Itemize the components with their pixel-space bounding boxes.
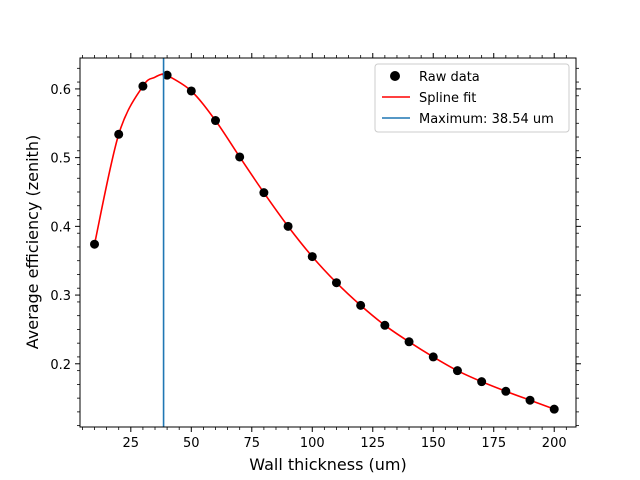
plot-frame — [79, 57, 577, 428]
raw-data-point — [138, 81, 148, 91]
spline-fit-line — [93, 72, 555, 410]
x-tick-label: 100 — [300, 436, 325, 451]
legend-label-raw-data: Raw data — [419, 70, 480, 85]
y-tick-label: 0.2 — [50, 358, 71, 373]
x-tick-label: 200 — [542, 436, 567, 451]
x-tick-label: 25 — [123, 436, 140, 451]
legend-box — [374, 63, 570, 133]
raw-data-point — [452, 366, 462, 376]
axis-ticks: 25 50 75 100 125 150 175 200 0.2 0.3 0.4 0.5 0.6 — [50, 53, 581, 451]
raw-data-point — [210, 116, 220, 126]
x-tick-label: 150 — [421, 436, 446, 451]
y-tick-label: 0.6 — [50, 83, 71, 98]
legend: Raw data Spline fit Maximum: 38.54 um — [374, 63, 570, 133]
legend-label-maximum: Maximum: 38.54 um — [419, 112, 554, 127]
raw-data-point — [380, 320, 390, 330]
raw-data-point — [501, 386, 511, 396]
chart-marks — [90, 58, 559, 427]
raw-data-point — [283, 221, 293, 231]
y-axis-label: Average efficiency (zenith) — [23, 135, 42, 349]
raw-data-point — [477, 377, 487, 387]
y-tick-label: 0.5 — [50, 152, 71, 167]
raw-data-point — [235, 152, 245, 162]
raw-data-point — [259, 188, 269, 198]
raw-data-point — [428, 352, 438, 362]
y-tick-label: 0.4 — [50, 220, 71, 235]
raw-data-point — [549, 404, 559, 414]
x-axis-label: Wall thickness (um) — [249, 455, 406, 474]
raw-data-point — [525, 395, 535, 405]
raw-data-point — [114, 129, 124, 139]
raw-data-point — [307, 252, 317, 262]
x-tick-label: 50 — [183, 436, 200, 451]
x-tick-label: 175 — [481, 436, 506, 451]
legend-label-spline-fit: Spline fit — [419, 91, 476, 106]
legend-marker-raw-data — [390, 71, 400, 81]
raw-data-point — [162, 70, 172, 80]
y-tick-label: 0.3 — [50, 289, 71, 304]
raw-data-point — [356, 300, 366, 310]
x-tick-label: 75 — [244, 436, 261, 451]
x-tick-label: 125 — [360, 436, 385, 451]
raw-data-point — [90, 239, 100, 249]
raw-data-point — [331, 278, 341, 288]
raw-data-point — [186, 86, 196, 96]
raw-data-point — [404, 337, 414, 347]
